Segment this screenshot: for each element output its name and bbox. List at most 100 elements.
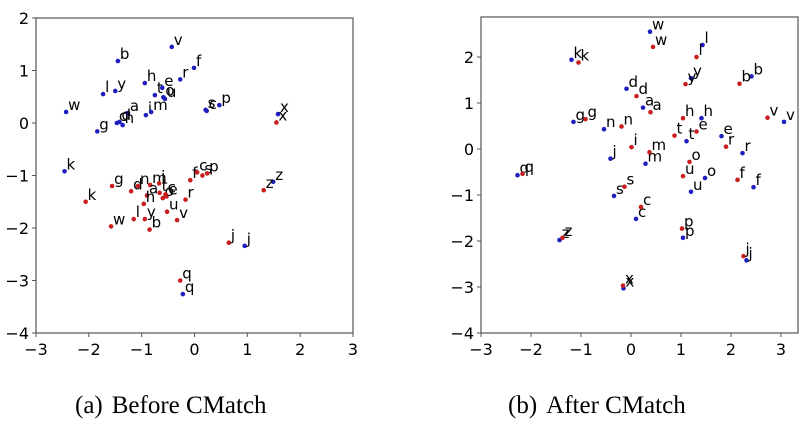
point-label: l [699,41,703,59]
point-label: o [165,182,174,200]
data-point [117,119,122,125]
point-label: z [275,166,283,184]
point-label: k [67,155,76,173]
point-label: v [786,106,795,124]
point-label: k [88,186,97,204]
point-label: s [208,94,216,112]
data-point [619,124,624,129]
data-point [135,183,141,189]
data-point [634,93,639,99]
point-label: t [162,177,168,195]
point-label: l [705,29,709,47]
y-tick-label: 1 [19,62,29,81]
data-point [275,111,281,117]
data-point [569,57,574,63]
point-label: q [520,159,530,177]
panel-before-cmatch: −3 −2 −1 0 1 2 3 −4 −3 −2 −1 0 1 2 v b f r h e l y t o u a i m c d n g w… [0,0,406,370]
data-point [125,110,131,116]
data-point [163,192,168,197]
data-point [719,133,724,139]
data-point [737,81,742,86]
point-label: y [117,75,126,93]
data-point [700,42,705,48]
data-point [629,144,634,150]
data-point [108,224,114,229]
point-label: k [581,47,590,65]
data-point [112,88,118,94]
point-label: u [167,83,177,101]
point-label: v [174,31,183,49]
data-point [120,122,125,128]
point-label: s [204,160,212,178]
data-point [520,171,525,177]
plot-frame [480,16,799,334]
point-label: i [148,99,152,117]
x-tick-label: 0 [189,340,199,359]
y-tick-label: −2 [450,232,474,251]
data-point [683,81,688,87]
point-label: r [745,137,752,155]
point-label: n [125,109,135,127]
data-point [650,44,656,50]
data-point [643,161,648,167]
point-label: t [677,120,683,138]
point-label: a [130,97,139,115]
data-point [751,184,756,190]
point-label: e [164,72,173,90]
point-label: o [692,146,701,164]
x-tick-label: −1 [130,340,154,359]
point-label: f [196,52,202,70]
data-point [204,171,210,176]
series-red: xgdnmikahteocrfcspuvlybwzjq [83,106,287,283]
point-label: q [525,158,535,176]
data-point [648,109,653,115]
caption-text: After CMatch [546,392,686,419]
data-point [83,199,88,205]
point-label: v [179,204,188,222]
data-point [148,109,154,115]
point-label: z [266,174,274,192]
data-point [156,181,162,186]
point-label: c [209,95,217,113]
data-point [191,65,197,71]
data-point [177,278,183,283]
point-label: u [693,176,703,194]
data-point [687,159,692,165]
point-label: n [140,170,150,188]
point-label: w [68,96,80,114]
point-label: u [169,196,179,214]
point-label: t [689,125,695,143]
point-label: a [653,96,662,114]
data-point [157,190,162,196]
point-label: g [588,103,598,121]
point-label: r [728,131,735,149]
data-point [741,253,746,259]
point-label: j [612,143,617,161]
data-point [576,60,581,65]
point-label: p [685,222,695,240]
point-label: j [745,240,750,258]
data-point [694,54,699,60]
point-label: n [624,110,634,128]
data-point [672,133,677,138]
data-point [781,119,787,125]
data-point [723,144,729,150]
x-tick-label: 3 [348,340,358,359]
point-label: b [120,45,130,63]
point-label: x [280,98,289,116]
x-tick-label: −3 [469,340,493,359]
data-point [688,75,694,81]
point-label: m [652,136,667,154]
data-point [162,96,168,102]
y-tick-label: 0 [464,140,474,159]
point-label: e [699,116,708,134]
point-label: y [147,203,156,221]
point-label: b [754,60,764,78]
point-label: e [724,120,733,138]
data-point [147,182,153,188]
y-tick-label: −1 [5,167,29,186]
point-label: c [119,107,127,125]
